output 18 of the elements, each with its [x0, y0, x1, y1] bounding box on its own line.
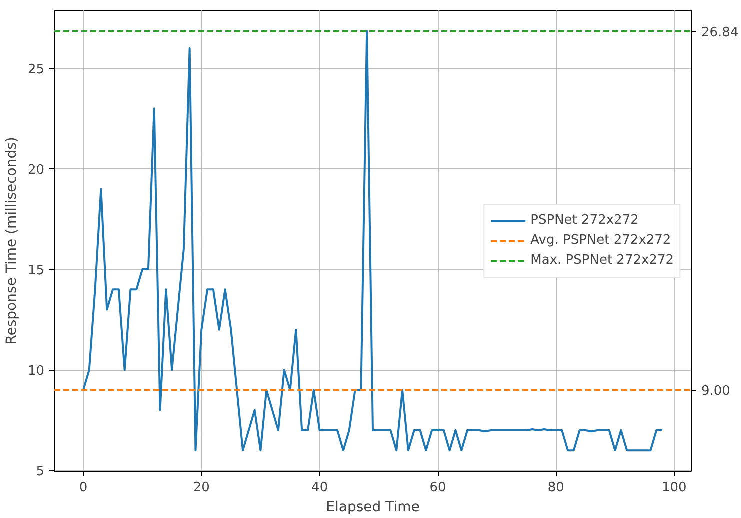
y2-tick-label: 9.00 — [702, 384, 730, 400]
x-tick-label: 80 — [548, 480, 564, 496]
y-axis-title: Response Time (milliseconds) — [4, 137, 20, 345]
y2-tick-label: 26.84 — [702, 25, 739, 40]
y-tick-label: 25 — [28, 62, 45, 78]
x-tick-label: 100 — [662, 480, 687, 496]
y-tick-label: 20 — [28, 162, 45, 178]
x-axis-title: Elapsed Time — [326, 500, 420, 516]
legend-label: Max. PSPNet 272x272 — [530, 253, 674, 268]
x-tick-label: 20 — [193, 480, 210, 496]
x-tick-label: 60 — [430, 480, 446, 496]
y-tick-label: 5 — [36, 464, 45, 480]
x-tick-label: 40 — [312, 480, 328, 496]
legend-label: PSPNet 272x272 — [530, 213, 639, 228]
y-tick-label: 10 — [28, 364, 45, 380]
y-tick-label: 15 — [28, 264, 45, 279]
x-tick-label: 0 — [79, 480, 88, 496]
legend-label: Avg. PSPNet 272x272 — [530, 233, 672, 248]
